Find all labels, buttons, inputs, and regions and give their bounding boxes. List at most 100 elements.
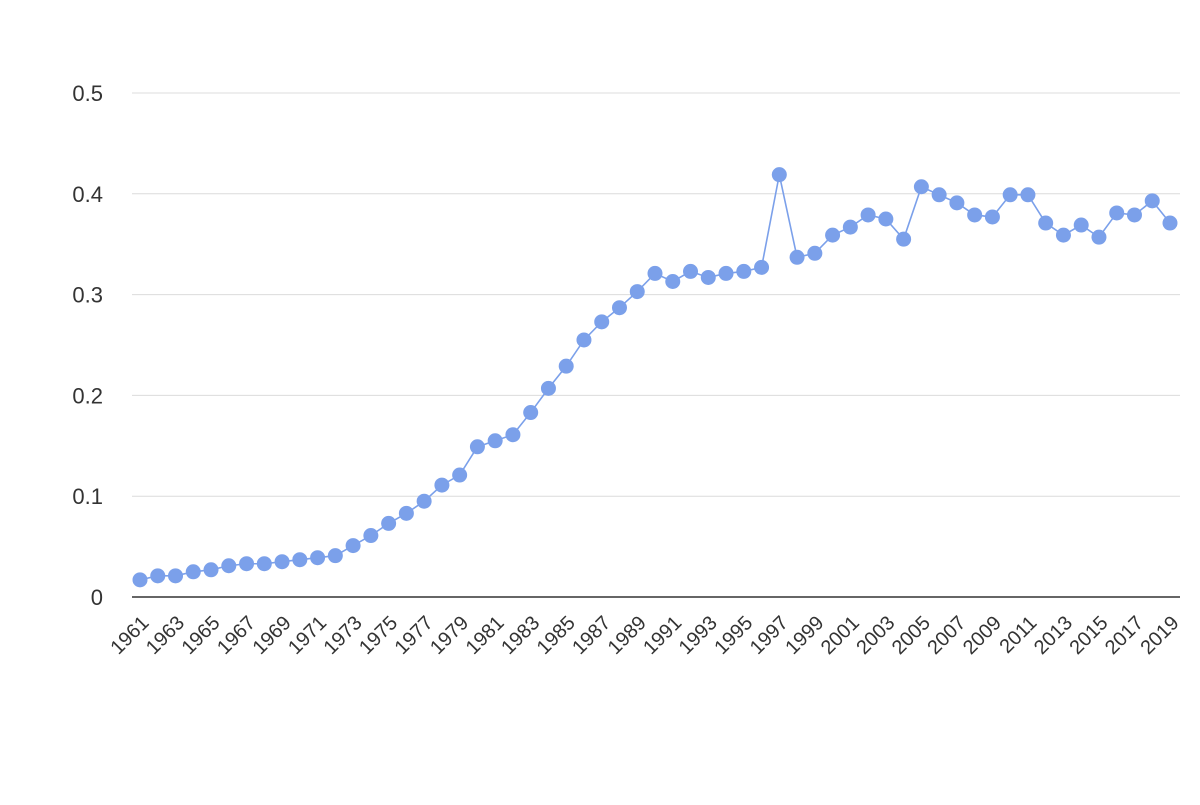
- y-tick-label: 0.5: [72, 81, 103, 106]
- data-point-2014[interactable]: [1073, 217, 1089, 233]
- data-point-1974[interactable]: [363, 528, 379, 544]
- data-point-1978[interactable]: [434, 477, 450, 493]
- x-tick-label: 1991: [639, 612, 686, 659]
- x-tick-label: 1973: [320, 612, 367, 659]
- x-tick-label: 1961: [107, 612, 154, 659]
- x-tick-label: 2009: [959, 612, 1006, 659]
- y-tick-label: 0.1: [72, 484, 103, 509]
- data-point-1994[interactable]: [718, 265, 734, 281]
- x-tick-label: 1987: [568, 612, 615, 659]
- x-tick-label: 1997: [746, 612, 793, 659]
- x-tick-label: 1981: [462, 612, 509, 659]
- data-point-1969[interactable]: [274, 554, 290, 570]
- y-tick-label: 0: [91, 585, 103, 610]
- data-point-1989[interactable]: [629, 284, 645, 300]
- x-tick-label: 2019: [1137, 612, 1184, 659]
- data-point-1984[interactable]: [540, 380, 556, 396]
- data-point-2013[interactable]: [1055, 227, 1071, 243]
- y-tick-label: 0.2: [72, 383, 103, 408]
- data-point-1961[interactable]: [132, 572, 148, 588]
- data-point-2004[interactable]: [896, 231, 912, 247]
- data-point-1996[interactable]: [754, 259, 770, 275]
- data-point-1979[interactable]: [452, 467, 468, 483]
- data-point-2009[interactable]: [984, 209, 1000, 225]
- data-point-1962[interactable]: [150, 568, 166, 584]
- data-point-1992[interactable]: [683, 263, 699, 279]
- data-point-1999[interactable]: [807, 245, 823, 261]
- data-point-1987[interactable]: [594, 314, 610, 330]
- data-point-1971[interactable]: [310, 550, 326, 566]
- data-point-1975[interactable]: [381, 515, 397, 531]
- data-point-1993[interactable]: [700, 269, 716, 285]
- data-point-1990[interactable]: [647, 265, 663, 281]
- x-tick-label: 1993: [675, 612, 722, 659]
- x-axis-ticks: 1961196319651967196919711973197519771979…: [107, 612, 1184, 659]
- data-point-2005[interactable]: [913, 179, 929, 195]
- data-point-2019[interactable]: [1162, 215, 1178, 231]
- data-point-1982[interactable]: [505, 427, 521, 443]
- x-tick-label: 1975: [355, 612, 402, 659]
- x-tick-label: 1977: [391, 612, 438, 659]
- x-tick-label: 2017: [1101, 612, 1148, 659]
- data-point-2006[interactable]: [931, 187, 947, 203]
- x-tick-label: 2007: [923, 612, 970, 659]
- x-tick-label: 1995: [710, 612, 757, 659]
- data-point-1963[interactable]: [168, 568, 184, 584]
- data-point-1965[interactable]: [203, 562, 219, 578]
- data-point-2015[interactable]: [1091, 229, 1107, 245]
- x-tick-label: 1965: [178, 612, 225, 659]
- x-tick-label: 1999: [781, 612, 828, 659]
- data-point-1968[interactable]: [256, 556, 272, 572]
- data-point-2002[interactable]: [860, 207, 876, 223]
- data-point-2003[interactable]: [878, 211, 894, 227]
- data-point-1967[interactable]: [239, 556, 255, 572]
- data-point-2008[interactable]: [967, 207, 983, 223]
- data-point-1998[interactable]: [789, 249, 805, 265]
- x-tick-label: 1983: [497, 612, 544, 659]
- data-point-1986[interactable]: [576, 332, 592, 348]
- x-tick-label: 2005: [888, 612, 935, 659]
- data-point-2016[interactable]: [1109, 205, 1125, 221]
- data-point-2011[interactable]: [1020, 187, 1036, 203]
- data-point-1977[interactable]: [416, 493, 432, 509]
- data-point-1970[interactable]: [292, 552, 308, 568]
- data-point-2001[interactable]: [842, 219, 858, 235]
- data-point-1973[interactable]: [345, 538, 361, 554]
- grid-layer: [132, 92, 1180, 598]
- data-point-2000[interactable]: [825, 227, 841, 243]
- x-tick-label: 1967: [213, 612, 260, 659]
- data-point-1991[interactable]: [665, 273, 681, 289]
- data-point-1995[interactable]: [736, 263, 752, 279]
- x-tick-label: 2003: [852, 612, 899, 659]
- data-point-1980[interactable]: [469, 439, 485, 455]
- data-point-2007[interactable]: [949, 195, 965, 211]
- x-tick-label: 2001: [817, 612, 864, 659]
- data-point-1983[interactable]: [523, 405, 539, 421]
- x-tick-label: 1989: [604, 612, 651, 659]
- data-point-1985[interactable]: [558, 358, 574, 374]
- y-axis-ticks: 0 0.1 0.2 0.3 0.4 0.5: [72, 81, 103, 610]
- data-point-2017[interactable]: [1126, 207, 1142, 223]
- x-tick-label: 1971: [284, 612, 331, 659]
- data-point-1981[interactable]: [487, 433, 503, 449]
- data-point-2018[interactable]: [1144, 193, 1160, 209]
- y-tick-label: 0.3: [72, 283, 103, 308]
- data-point-1988[interactable]: [611, 300, 627, 316]
- data-point-1976[interactable]: [398, 505, 414, 521]
- x-tick-label: 2015: [1065, 612, 1112, 659]
- x-tick-label: 1963: [142, 612, 189, 659]
- x-tick-label: 1969: [249, 612, 296, 659]
- x-tick-label: 2013: [1030, 612, 1077, 659]
- data-point-2010[interactable]: [1002, 187, 1018, 203]
- series-line: [139, 174, 1171, 581]
- series-line-layer: [139, 174, 1171, 581]
- data-point-2012[interactable]: [1038, 215, 1054, 231]
- data-point-1966[interactable]: [221, 558, 237, 574]
- x-tick-label: 1985: [533, 612, 580, 659]
- data-point-1997[interactable]: [771, 167, 787, 183]
- data-point-1972[interactable]: [327, 548, 343, 564]
- x-tick-label: 1979: [426, 612, 473, 659]
- data-point-1964[interactable]: [185, 564, 201, 580]
